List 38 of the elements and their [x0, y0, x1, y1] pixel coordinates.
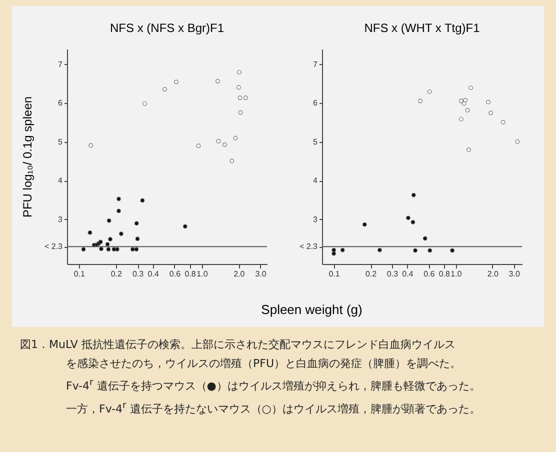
y-axis-title: PFU log₁₀/ 0.1g spleen — [20, 96, 34, 218]
y-tick-label: 6 — [313, 98, 318, 108]
x-tick-label: 0.3 — [386, 270, 399, 278]
x-tick-label: 0.6 — [169, 270, 182, 278]
x-tick-label: 2.0 — [487, 270, 499, 278]
x-tick-label: 3.0 — [508, 270, 520, 278]
x-tick-label: 0.1 — [74, 270, 86, 278]
y-tick-label: 3 — [313, 214, 318, 224]
x-tick-label: 0.2 — [365, 270, 378, 278]
y-tick-label: 4 — [313, 176, 318, 186]
x-tick-label: 1.0 — [196, 270, 208, 278]
y-tick-label: 4 — [58, 176, 64, 186]
text: を感染させたのち，ウイルスの増殖（PFU）と白血病の発症（脾腫）を調べた。 — [65, 356, 462, 372]
x-tick-label: 0.3 — [132, 270, 144, 278]
caption: 図1．MuLV 抵抗性遺伝子の検索。上部に示された交配マウスにフレンド白血病ウイルス — [20, 337, 456, 353]
x-tick-label: 0.8 — [438, 270, 450, 278]
text: 一方，Fv-4$^{r}$ 遺伝子を持たないマウス（○）はウイルス増殖，脾腫が顕著であった。 — [65, 398, 482, 418]
chart-title: NFS x (NFS x Bgr)F1 — [110, 21, 224, 35]
x-tick-label: 0.6 — [424, 270, 436, 278]
y-tick-label: 6 — [58, 98, 64, 108]
y-tick-label: < 2.3 — [44, 242, 64, 252]
x-axis-title: Spleen weight (g) — [261, 302, 362, 317]
text: Fv-4$^{r}$ 遺伝子を持つマウス（●）はウイルス増殖が抑えられ，脾腫も軽微であった。 — [65, 376, 482, 395]
y-tick-label: 7 — [58, 60, 64, 69]
x-tick-label: 3.0 — [255, 270, 267, 278]
y-tick-label: 5 — [313, 137, 318, 146]
x-tick-label: 0.8 — [184, 270, 196, 278]
y-tick-label: 5 — [58, 137, 64, 146]
x-tick-label: 1.0 — [450, 270, 462, 278]
y-tick-label: 7 — [313, 60, 318, 69]
x-tick-label: 0.1 — [328, 270, 340, 278]
y-tick-label: 3 — [58, 214, 64, 224]
y-tick-label: < 2.3 — [299, 242, 318, 252]
x-tick-label: 0.4 — [402, 270, 414, 278]
chart-title: NFS x (WHT x Ttg)F1 — [364, 21, 480, 35]
x-tick-label: 0.2 — [110, 270, 122, 278]
x-tick-label: 0.4 — [148, 270, 160, 278]
x-tick-label: 2.0 — [234, 270, 246, 278]
